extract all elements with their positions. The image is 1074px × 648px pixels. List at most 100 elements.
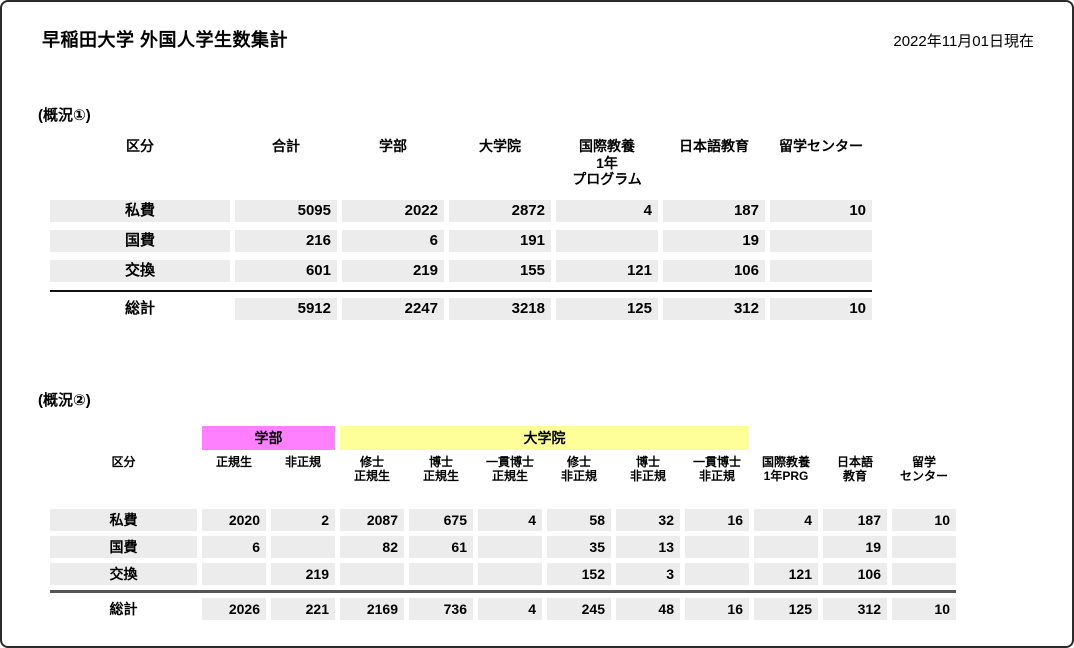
column-header: 日本語 教育 [836,455,873,484]
table-cell: 4 [478,509,542,531]
table-cell: 61 [409,536,473,558]
table-cell: 10 [770,200,872,222]
table-overview-1: 区分 合計 学部 大学院 国際教養 1年 プログラム 日本語教育 留学センター 私費 5095… [50,138,872,320]
row-label: 私費 [50,200,230,222]
table-row: 私費 5095 2022 2872 4 187 10 [50,200,872,222]
table-cell: 19 [663,230,765,252]
table-cell: 2872 [449,200,551,222]
table1-body: 私費 5095 2022 2872 4 187 10 国費 216 6 191 19 交換 601 219 1… [50,200,872,282]
table-cell: 106 [663,260,765,282]
table2-group-band-row: 学部 大学院 [50,426,956,450]
table-cell [478,536,542,558]
table-cell: 106 [823,563,887,585]
column-header-rowhead: 区分 [126,138,154,154]
table-cell [409,563,473,585]
total-cell: 125 [754,598,818,620]
total-cell: 10 [770,298,872,320]
column-header: 非正規 [284,455,321,469]
total-cell: 312 [663,298,765,320]
table-cell: 2 [271,509,335,531]
total-cell: 245 [547,598,611,620]
table-cell [202,563,266,585]
table-cell [770,260,872,282]
table-cell: 2020 [202,509,266,531]
table-cell: 152 [547,563,611,585]
total-cell: 10 [892,598,956,620]
table-cell: 187 [823,509,887,531]
total-cell: 48 [616,598,680,620]
total-cell: 4 [478,598,542,620]
total-cell: 125 [556,298,658,320]
column-header: 合計 [272,138,300,154]
table-cell: 3 [616,563,680,585]
table-cell: 219 [342,260,444,282]
table1-total-separator [50,290,872,292]
table-cell: 5095 [235,200,337,222]
total-row-label: 総計 [109,601,138,617]
table-cell: 19 [823,536,887,558]
column-header: 日本語教育 [679,138,749,154]
column-header: 大学院 [479,138,521,154]
table2-body: 私費 2020 2 2087 675 4 58 32 16 4 187 10 国費 6 82 61 35 13 19… [50,509,956,585]
group-header-学部: 学部 [202,426,335,450]
table-cell [271,536,335,558]
table-cell [892,536,956,558]
row-label: 国費 [50,230,230,252]
table-cell: 4 [754,509,818,531]
table-cell: 16 [685,509,749,531]
table-cell: 2087 [340,509,404,531]
table-cell [685,563,749,585]
total-cell: 5912 [235,298,337,320]
total-cell: 312 [823,598,887,620]
table-cell: 10 [892,509,956,531]
column-header: 国際教養 1年PRG [761,455,810,484]
column-header: 修士 非正規 [560,455,597,484]
table-cell: 675 [409,509,473,531]
column-header-rowhead: 区分 [111,455,136,469]
table-cell: 601 [235,260,337,282]
table-cell: 13 [616,536,680,558]
page-title: 早稲田大学 外国人学生数集計 [42,30,288,50]
table-cell [892,563,956,585]
total-cell: 2247 [342,298,444,320]
table-cell [685,536,749,558]
table-row: 交換 601 219 155 121 106 [50,260,872,282]
table2-total-separator [50,590,956,593]
table-cell: 155 [449,260,551,282]
total-cell: 2169 [340,598,404,620]
table-cell: 216 [235,230,337,252]
table-row: 国費 216 6 191 19 [50,230,872,252]
table2-total-row: 総計 2026 221 2169 736 4 245 48 16 125 312 10 [50,598,956,620]
column-header: 留学センター [779,138,863,154]
table-cell [478,563,542,585]
table-row: 交換 219 152 3 121 106 [50,563,956,585]
table-cell: 219 [271,563,335,585]
column-header: 一貫博士 正規生 [485,455,534,484]
table-cell [340,563,404,585]
table-cell: 4 [556,200,658,222]
total-cell: 736 [409,598,473,620]
table-cell: 187 [663,200,765,222]
column-header: 正規生 [215,455,252,469]
table-overview-2: 学部 大学院 区分 正規生 非正規 修士 正規生 博士 正規生 一貫博士 正規生 修士 非正規… [50,426,956,620]
table-cell: 121 [754,563,818,585]
column-header: 博士 非正規 [629,455,666,484]
table-cell: 121 [556,260,658,282]
table-cell: 58 [547,509,611,531]
table-cell [754,536,818,558]
column-header: 留学 センター [899,455,948,484]
total-cell: 3218 [449,298,551,320]
table-cell [556,230,658,252]
table2-header-row: 区分 正規生 非正規 修士 正規生 博士 正規生 一貫博士 正規生 修士 非正規 博士 非正規… [50,455,956,509]
total-row-label: 総計 [124,300,155,317]
column-header: 学部 [379,138,407,154]
table-cell: 35 [547,536,611,558]
column-header: 修士 正規生 [353,455,390,484]
table-cell: 32 [616,509,680,531]
row-label: 私費 [50,509,197,531]
total-cell: 2026 [202,598,266,620]
section1-label: (概況①) [38,107,91,124]
total-cell: 221 [271,598,335,620]
table-cell: 2022 [342,200,444,222]
